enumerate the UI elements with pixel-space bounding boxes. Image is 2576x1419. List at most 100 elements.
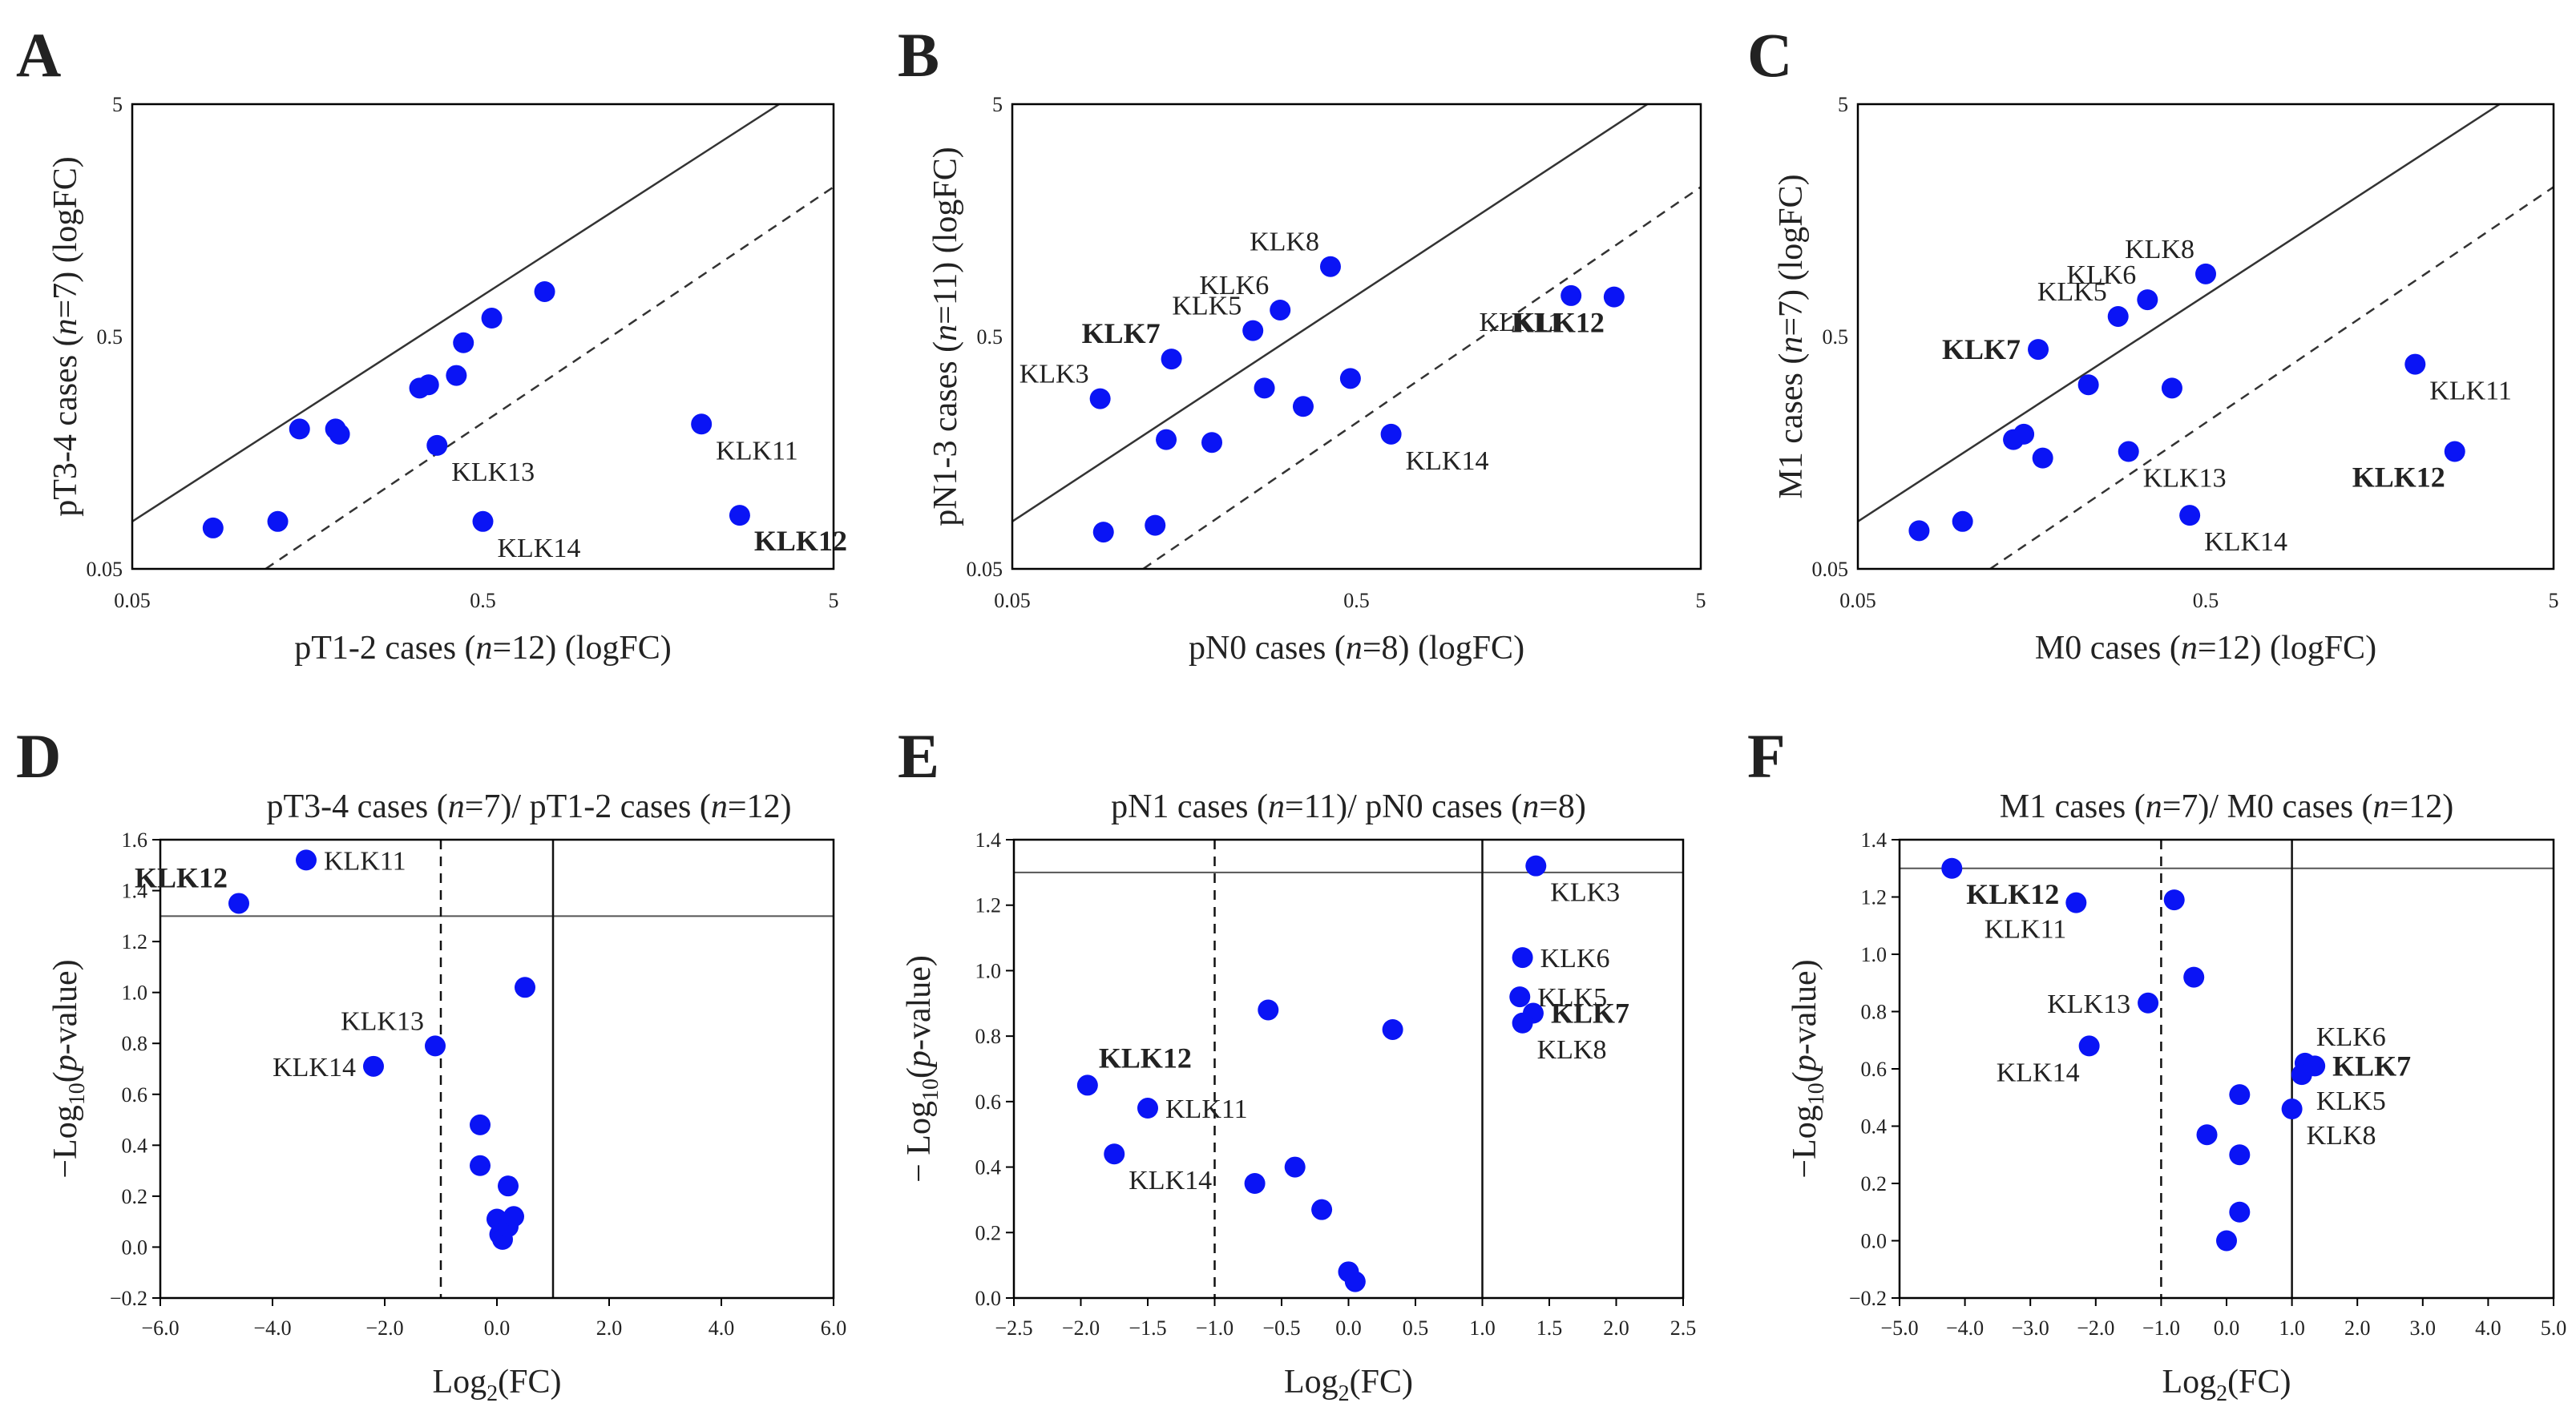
y-tick-label: 0.5 bbox=[977, 325, 1003, 349]
data-point bbox=[472, 510, 494, 532]
x-tick-label: −3.0 bbox=[2012, 1316, 2049, 1340]
data-point bbox=[2161, 377, 2182, 399]
x-tick-label: 0.0 bbox=[484, 1316, 511, 1340]
data-point bbox=[1145, 514, 1166, 536]
x-tick-label: −4.0 bbox=[253, 1316, 291, 1340]
y-tick-label: 5 bbox=[1838, 93, 1848, 116]
y-tick-label: 1.4 bbox=[122, 880, 148, 903]
point-label-klk12: KLK12 bbox=[1512, 307, 1605, 339]
point-label-klk6: KLK6 bbox=[1540, 944, 1610, 974]
point-label-klk13: KLK13 bbox=[341, 1006, 424, 1036]
data-point bbox=[1561, 284, 1582, 306]
y-tick-label: 0.4 bbox=[975, 1156, 1002, 1179]
data-point bbox=[1525, 855, 1547, 877]
x-tick-label: 5 bbox=[829, 589, 839, 612]
dashed-reference-line bbox=[264, 186, 834, 569]
y-axis-label: −Log10(p-value) bbox=[47, 959, 90, 1178]
data-point bbox=[515, 977, 535, 998]
panel-letter: C bbox=[1747, 20, 1792, 90]
point-label-klk8: KLK8 bbox=[1537, 1035, 1607, 1065]
x-tick-label: −4.0 bbox=[1946, 1316, 1984, 1340]
y-axis-label: M1 cases (n=7) (logFC) bbox=[1773, 174, 1810, 498]
point-label-klk6: KLK6 bbox=[2316, 1022, 2386, 1052]
data-point bbox=[498, 1175, 519, 1197]
x-tick-label: −1.0 bbox=[2142, 1316, 2180, 1340]
y-tick-label: −0.2 bbox=[1849, 1287, 1887, 1310]
plot-area bbox=[160, 840, 834, 1298]
y-tick-label: 0.05 bbox=[87, 558, 123, 581]
plot-area bbox=[1900, 840, 2554, 1298]
point-label-klk7: KLK7 bbox=[1942, 333, 2021, 365]
y-tick-label: 5 bbox=[112, 93, 123, 116]
data-point bbox=[329, 423, 350, 445]
data-point bbox=[2281, 1099, 2303, 1120]
point-label-klk14: KLK14 bbox=[1129, 1166, 1212, 1195]
y-tick-label: 1.2 bbox=[975, 894, 1002, 917]
y-tick-label: 1.2 bbox=[1861, 886, 1888, 909]
y-tick-label: 0.0 bbox=[122, 1236, 148, 1259]
panel-d: D −6.0 −4.0 −2.0 0.0 2.0 4.0 6.0 −0.2 0.0 0.2 0.4 0.… bbox=[16, 721, 846, 1406]
data-point bbox=[1161, 349, 1182, 370]
y-tick-label: 0.2 bbox=[1861, 1172, 1888, 1195]
data-point bbox=[1952, 510, 1973, 532]
data-point bbox=[418, 374, 439, 396]
x-tick-label: −0.5 bbox=[1262, 1316, 1300, 1340]
data-point bbox=[2032, 447, 2053, 469]
x-tick-label: 4.0 bbox=[2475, 1316, 2501, 1340]
identity-line bbox=[1012, 104, 1649, 522]
x-tick-label: 2.5 bbox=[1670, 1316, 1697, 1340]
point-label-klk14: KLK14 bbox=[273, 1053, 356, 1082]
y-tick-label: 1.6 bbox=[122, 828, 148, 852]
data-point bbox=[2179, 505, 2201, 526]
point-label-klk13: KLK13 bbox=[2143, 464, 2227, 494]
panel-letter: F bbox=[1747, 721, 1786, 791]
panel-a: A 0.05 0.05 0.5 0.5 5 5 pT1-2 cases (n=12) (log… bbox=[16, 20, 847, 667]
panel-title: M1 cases (n=7)/ M0 cases (n=12) bbox=[2000, 788, 2453, 825]
x-tick-label: 1.5 bbox=[1536, 1316, 1563, 1340]
x-axis-label: M0 cases (n=12) (logFC) bbox=[2035, 630, 2376, 667]
point-label-klk11: KLK11 bbox=[1165, 1094, 1248, 1124]
data-point bbox=[2013, 423, 2035, 445]
y-axis-label: pN1-3 cases (n=11) (logFC) bbox=[927, 147, 964, 526]
y-tick-label: 0.8 bbox=[975, 1025, 1002, 1048]
point-label-klk14: KLK14 bbox=[1997, 1058, 2080, 1087]
data-point bbox=[2078, 1035, 2100, 1057]
x-tick-label: −5.0 bbox=[1880, 1316, 1918, 1340]
data-point bbox=[1908, 520, 1930, 542]
y-tick-label: 0.6 bbox=[975, 1090, 1002, 1114]
x-tick-label: 6.0 bbox=[821, 1316, 847, 1340]
data-point bbox=[1941, 857, 1963, 879]
x-tick-label: 0.5 bbox=[2193, 589, 2219, 612]
data-point bbox=[446, 365, 467, 386]
data-point bbox=[1201, 432, 1223, 454]
point-label-klk5: KLK5 bbox=[1172, 292, 1242, 321]
point-label-klk8: KLK8 bbox=[1250, 228, 1319, 257]
x-axis-label: pT1-2 cases (n=12) (logFC) bbox=[294, 630, 671, 667]
data-point bbox=[2229, 1084, 2251, 1106]
data-point bbox=[2118, 441, 2139, 462]
identity-line bbox=[1858, 104, 2501, 522]
x-tick-label: 0.0 bbox=[2214, 1316, 2240, 1340]
dashed-reference-line bbox=[1142, 186, 1701, 569]
data-point bbox=[2138, 992, 2159, 1014]
y-tick-label: 1.0 bbox=[975, 959, 1002, 982]
plot-frame bbox=[131, 103, 835, 570]
data-point bbox=[2077, 374, 2099, 396]
data-point bbox=[425, 1035, 446, 1057]
point-label-klk8: KLK8 bbox=[2307, 1121, 2376, 1151]
x-tick-label: 0.5 bbox=[1343, 589, 1370, 612]
point-label-klk11: KLK11 bbox=[1984, 915, 2067, 945]
data-point bbox=[470, 1155, 491, 1176]
data-point bbox=[453, 332, 474, 353]
y-tick-label: −0.2 bbox=[110, 1287, 147, 1310]
data-point bbox=[2444, 441, 2465, 462]
y-tick-label: 0.2 bbox=[122, 1185, 148, 1208]
data-point bbox=[1242, 320, 1264, 341]
x-tick-label: −2.0 bbox=[2077, 1316, 2114, 1340]
x-axis-label: Log2(FC) bbox=[432, 1364, 561, 1406]
x-tick-label: 0.5 bbox=[470, 589, 496, 612]
point-label-klk11: KLK11 bbox=[2429, 377, 2512, 406]
panel-letter: B bbox=[898, 20, 939, 90]
data-point bbox=[1089, 388, 1111, 409]
data-point bbox=[1339, 368, 1361, 389]
